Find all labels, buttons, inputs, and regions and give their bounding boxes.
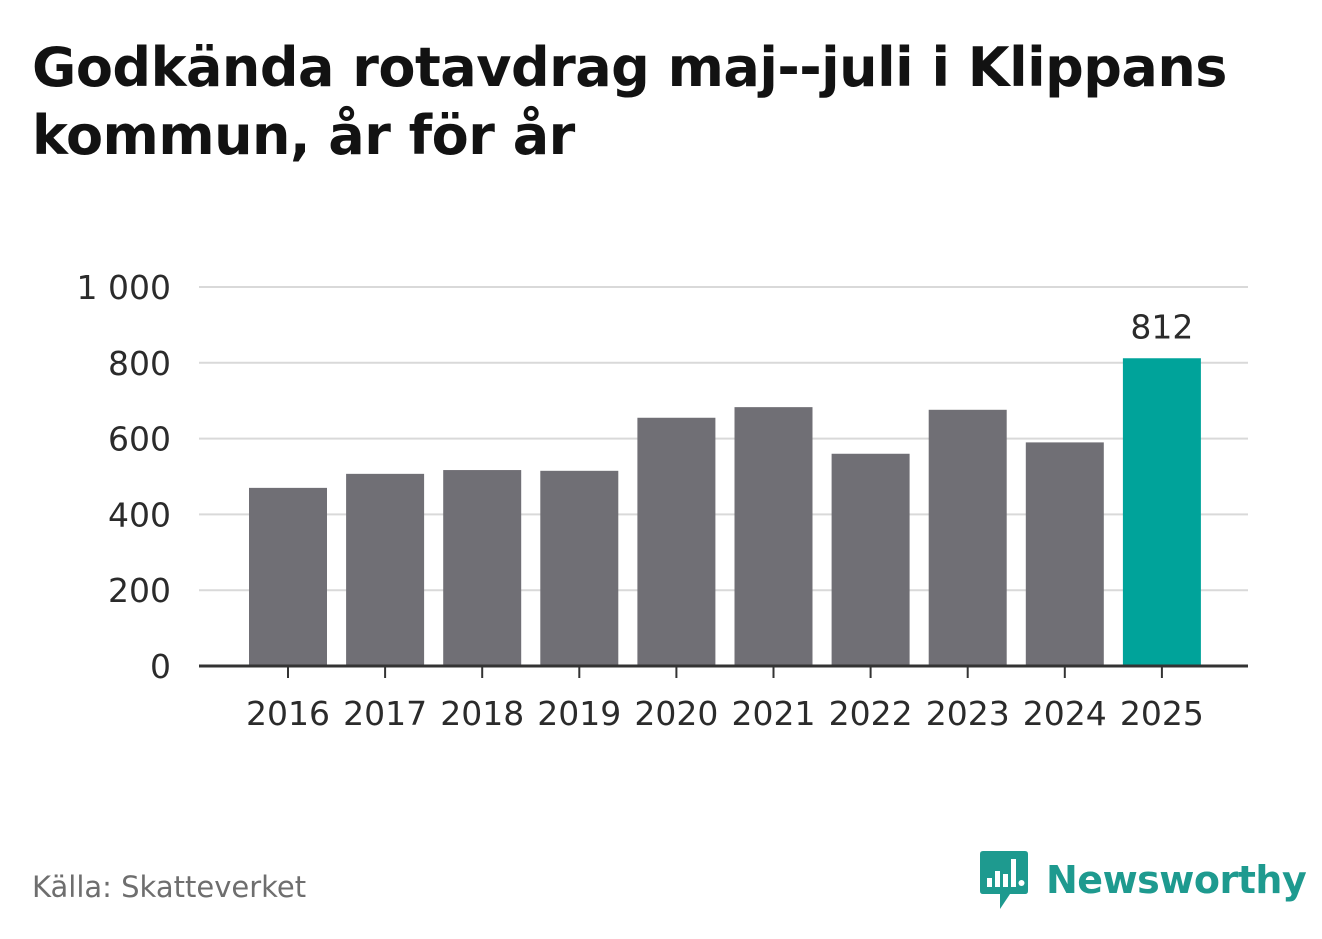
data-labels: 812: [1130, 307, 1193, 346]
bar-2023: [928, 409, 1007, 666]
y-tick-label: 1 000: [77, 268, 171, 307]
y-tick-label: 0: [150, 647, 171, 686]
bar-2025: [1122, 358, 1201, 666]
bar-2018: [443, 470, 522, 666]
x-tick-label: 2021: [732, 694, 816, 733]
source-note: Källa: Skatteverket: [32, 870, 307, 904]
bars: [249, 358, 1201, 666]
chart-title: Godkända rotavdrag maj--juli i Klippans …: [32, 36, 1227, 167]
x-tick-label: 2023: [926, 694, 1010, 733]
brand[interactable]: Newsworthy: [980, 850, 1307, 910]
bar-2024: [1025, 442, 1104, 666]
x-tick-label: 2025: [1120, 694, 1204, 733]
x-tick-label: 2019: [537, 694, 621, 733]
bar-2017: [346, 473, 425, 666]
bar-2019: [540, 470, 619, 666]
x-tick-label: 2024: [1023, 694, 1107, 733]
bar-2016: [249, 487, 327, 666]
y-tick-label: 600: [108, 420, 171, 459]
bar-2020: [637, 417, 716, 666]
x-axis-tick-labels: 2016 2017 2018 2019 2020 2021 2022 2023 2024 2025: [246, 694, 1204, 733]
x-tick-label: 2018: [440, 694, 524, 733]
y-axis-tick-labels: 0 200 400 600 800 1 000: [77, 268, 171, 686]
bar-2022: [831, 453, 910, 666]
data-label: 812: [1130, 307, 1193, 346]
y-tick-label: 200: [108, 571, 171, 610]
x-axis: [199, 664, 1248, 678]
newsworthy-logo-icon: [980, 851, 1028, 909]
x-tick-label: 2016: [246, 694, 330, 733]
x-tick-label: 2017: [343, 694, 427, 733]
x-tick-label: 2020: [634, 694, 718, 733]
y-tick-label: 400: [108, 495, 171, 534]
brand-name: Newsworthy: [1046, 858, 1307, 902]
x-tick-label: 2022: [829, 694, 913, 733]
bar-2021: [734, 407, 813, 666]
y-tick-label: 800: [108, 344, 171, 383]
